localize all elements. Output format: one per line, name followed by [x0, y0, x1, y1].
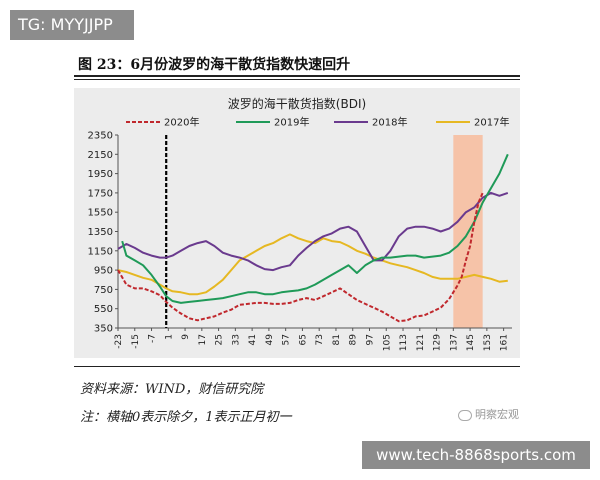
- x-tick-label: 153: [483, 334, 493, 351]
- x-tick-label: 17: [198, 334, 208, 345]
- chart-title: 波罗的海干散货指数(BDI): [228, 96, 366, 111]
- x-tick-label: 105: [382, 334, 392, 351]
- series-line-3: [117, 233, 508, 296]
- x-tick-label: 57: [282, 334, 292, 345]
- x-tick-label: -15: [131, 334, 141, 349]
- y-tick-label: 1350: [88, 227, 113, 238]
- y-tick-label: 750: [94, 285, 113, 296]
- x-tick-label: 97: [365, 334, 375, 345]
- bdi-chart: 波罗的海干散货指数(BDI) 2020年 2019年 2018年 2017年 2350…: [88, 96, 512, 351]
- watermark-bottom: www.tech-8868sports.com: [362, 441, 590, 469]
- y-tick-label: 950: [94, 266, 113, 277]
- x-tick-label: 1: [164, 334, 174, 340]
- title-rule-thin: [74, 79, 520, 80]
- x-tick-label: 9: [181, 334, 191, 340]
- x-tick-label: 89: [349, 334, 359, 346]
- y-tick-label: 1550: [88, 208, 113, 219]
- legend-label-2: 2018年: [372, 116, 407, 129]
- x-tick-label: 113: [399, 334, 409, 351]
- source-rule: [74, 366, 520, 367]
- source-text: 资料来源：WIND，财信研究院: [80, 382, 264, 397]
- x-tick-label: 121: [416, 334, 426, 351]
- wechat-icon: [458, 409, 472, 421]
- legend-label-3: 2017年: [474, 116, 509, 129]
- plot-area: 2350 2150 1950 1750 1550 1350 1150 950 750 550 350…: [88, 131, 512, 351]
- wechat-label: 明察宏观: [475, 408, 519, 421]
- y-tick-label: 1750: [88, 188, 113, 199]
- y-tick-label: 350: [94, 324, 113, 335]
- legend-label-1: 2019年: [274, 116, 309, 129]
- x-tick-label: 33: [231, 334, 241, 345]
- x-tick-label: -7: [148, 334, 158, 343]
- x-tick-label: 161: [500, 334, 510, 351]
- x-tick-label: 73: [315, 334, 325, 345]
- y-tick-label: 2350: [88, 131, 113, 142]
- x-tick-label: 49: [265, 334, 275, 346]
- chart-legend: 2020年 2019年 2018年 2017年: [126, 116, 509, 129]
- y-tick-label: 1150: [88, 246, 113, 257]
- title-rule-thick: [74, 75, 520, 77]
- series-line-0: [117, 192, 484, 323]
- x-tick-label: 25: [215, 334, 225, 345]
- watermark-top: TG: MYYJJPP: [10, 10, 134, 40]
- wechat-badge: 明察宏观: [458, 406, 519, 422]
- figure-title: 图 23：6月份波罗的海干散货指数快速回升: [78, 57, 351, 73]
- legend-label-0: 2020年: [164, 116, 199, 129]
- x-tick-label: 137: [449, 334, 459, 351]
- x-tick-label: 129: [433, 334, 443, 351]
- y-tick-label: 2150: [88, 150, 113, 161]
- x-tick-label: 41: [248, 334, 258, 345]
- x-tick-label: 81: [332, 334, 342, 345]
- x-tick-label: 145: [466, 334, 476, 351]
- y-tick-label: 1950: [88, 169, 113, 180]
- series-line-1: [121, 153, 509, 304]
- series-line-2: [117, 191, 509, 272]
- x-tick-label: -23: [114, 334, 124, 349]
- chart-panel: 波罗的海干散货指数(BDI) 2020年 2019年 2018年 2017年 2350…: [74, 88, 520, 358]
- note-text: 注：横轴0表示除夕，1表示正月初一: [80, 410, 292, 425]
- x-tick-label: 65: [298, 334, 308, 345]
- y-tick-label: 550: [94, 304, 113, 315]
